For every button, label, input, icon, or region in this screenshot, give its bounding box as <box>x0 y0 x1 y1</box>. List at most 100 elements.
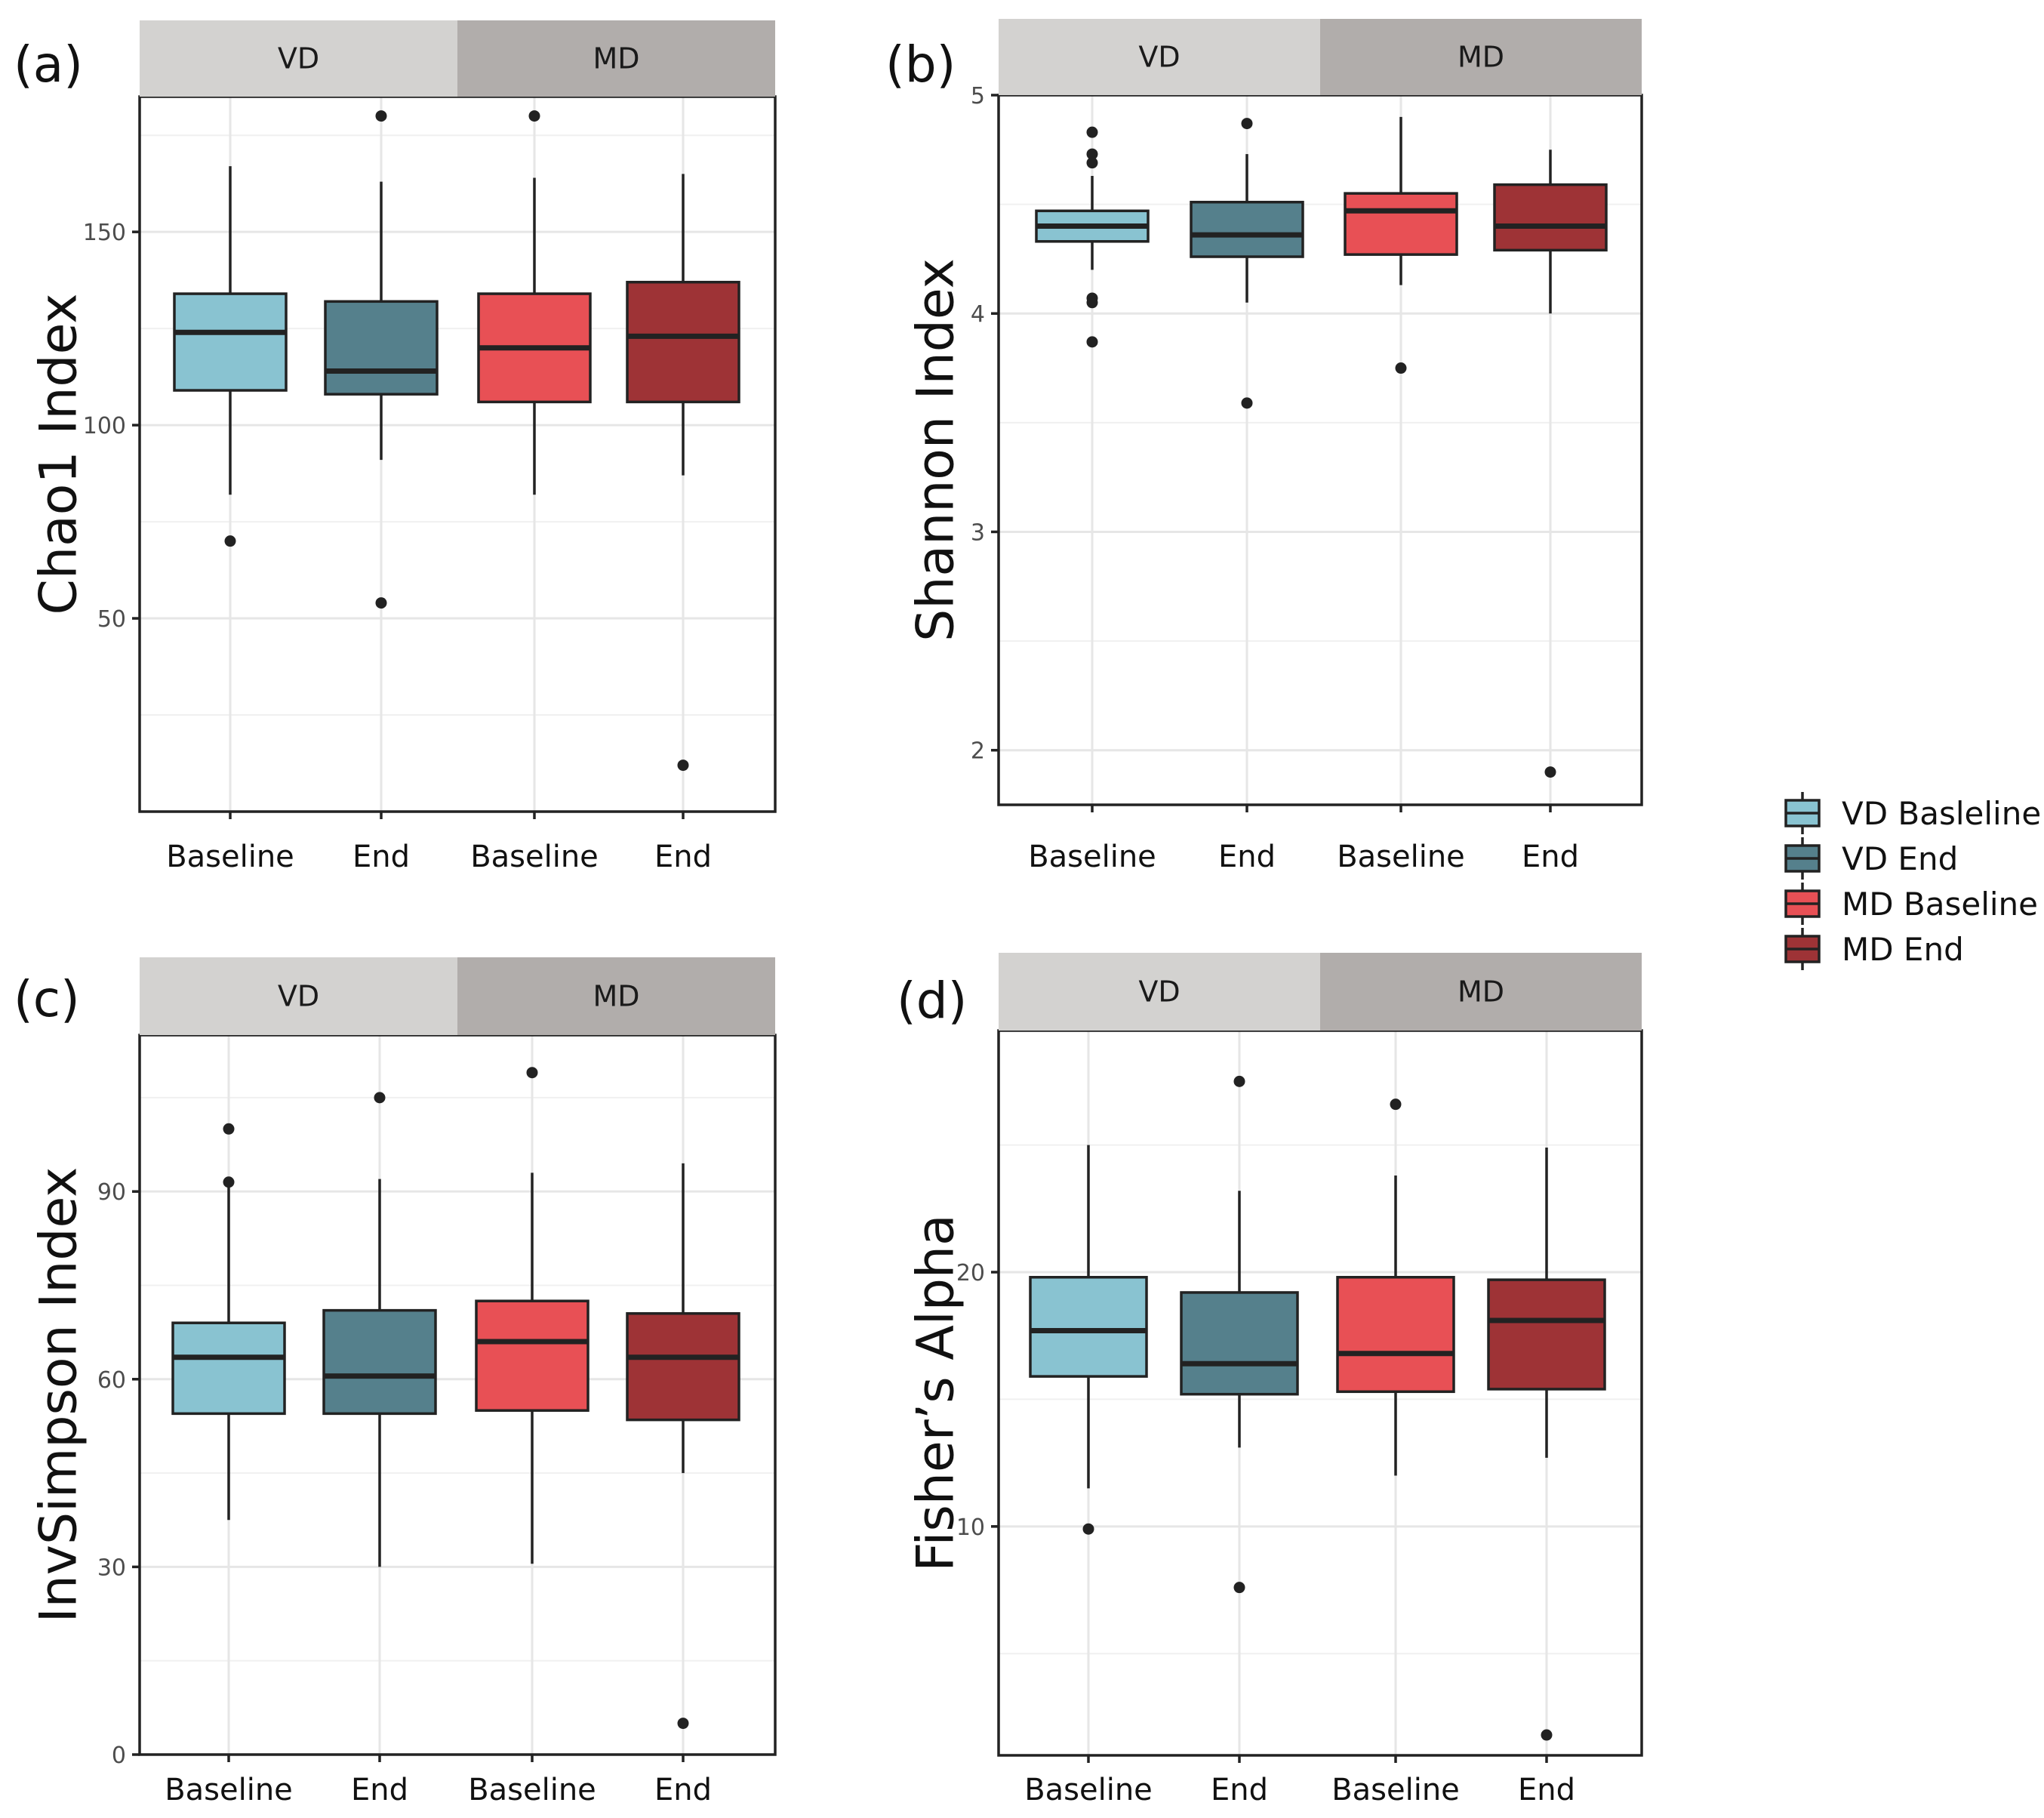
facet-strip <box>140 20 457 97</box>
x-tick-label: Baseline <box>470 840 599 874</box>
legend-label: MD Baseline <box>1842 886 2038 923</box>
facet-strip <box>457 957 775 1035</box>
outlier-point <box>1086 336 1098 348</box>
outlier-point <box>526 1067 538 1079</box>
panel-label: (c) <box>14 970 80 1028</box>
box-vd-end <box>1180 1075 1299 1594</box>
x-tick-label: Baseline <box>1331 1773 1460 1807</box>
y-tick-label: 5 <box>971 83 985 109</box>
y-tick-label: 4 <box>971 301 985 328</box>
plot-frame <box>138 95 777 813</box>
outlier-point <box>1233 1075 1245 1087</box>
y-tick-label: 0 <box>112 1743 126 1769</box>
box-iqr <box>1487 1278 1606 1391</box>
facet-strip <box>457 20 775 97</box>
x-tick-label: End <box>1211 1773 1268 1807</box>
outlier-point <box>224 535 236 547</box>
facet-strip <box>1320 19 1642 95</box>
box-iqr <box>1493 183 1608 252</box>
x-tick-label: Baseline <box>468 1773 596 1807</box>
facet-strip <box>999 953 1320 1031</box>
panel-label: (d) <box>897 972 967 1030</box>
outlier-point <box>1541 1729 1553 1741</box>
box-iqr <box>626 1312 740 1422</box>
facet-strip <box>1320 953 1642 1031</box>
legend-item: VD End <box>1784 837 1958 880</box>
box-iqr <box>1344 192 1458 256</box>
outlier-point <box>1086 297 1098 309</box>
y-axis-title: Shannon Index <box>907 258 966 642</box>
panel-label: (b) <box>885 35 956 94</box>
box-iqr <box>173 292 288 392</box>
box-vd-end <box>322 1092 437 1567</box>
legend: VD Basleline VD End MD Baseline MD End <box>1784 792 2041 970</box>
box-md-baseline <box>477 110 592 495</box>
outlier-point <box>1086 148 1098 160</box>
legend-item: MD End <box>1784 928 1964 970</box>
x-tick-label: Baseline <box>165 1773 293 1807</box>
facet-label: MD <box>593 42 639 75</box>
box-iqr <box>1336 1275 1455 1394</box>
box-md-baseline <box>1344 116 1458 374</box>
facet-label: VD <box>278 980 319 1013</box>
plot-frame <box>997 1029 1643 1757</box>
chart-panel-3: VD MD 0 30 60 90 Baseline End Baseline End InvSimp… <box>14 957 777 1807</box>
y-tick-label: 20 <box>956 1260 985 1286</box>
box-vd-basleline <box>1029 1145 1148 1535</box>
chart-panel-4: VD MD 10 20 Baseline End Baseline End Fisher’s A… <box>897 953 1643 1807</box>
x-tick-label: Baseline <box>1024 1773 1153 1807</box>
x-tick-label: End <box>654 1773 712 1807</box>
x-tick-label: Baseline <box>166 840 294 874</box>
box-md-end <box>1493 149 1608 778</box>
outlier-point <box>374 1092 386 1104</box>
outlier-point <box>1086 157 1098 169</box>
box-iqr <box>322 1308 437 1416</box>
box-md-end <box>626 1163 740 1730</box>
y-tick-label: 90 <box>97 1179 126 1206</box>
outlier-point <box>1233 1582 1245 1594</box>
legend-label: VD End <box>1842 840 1958 877</box>
y-tick-label: 30 <box>97 1555 126 1581</box>
chart-panel-2: VD MD 2 3 4 5 Baseline End Baseline End Shannon In… <box>885 19 1643 874</box>
facet-label: MD <box>593 980 639 1013</box>
outlier-point <box>1395 362 1407 374</box>
y-tick-label: 50 <box>97 606 126 633</box>
x-tick-label: End <box>351 1773 408 1807</box>
outlier-point <box>223 1176 235 1188</box>
outlier-point <box>528 110 540 122</box>
box-iqr <box>1180 1291 1299 1396</box>
x-tick-label: End <box>1218 840 1276 874</box>
y-tick-label: 3 <box>971 519 985 546</box>
x-tick-label: End <box>1522 840 1579 874</box>
facet-label: VD <box>278 42 319 75</box>
box-md-end <box>1487 1147 1606 1741</box>
facet-label: VD <box>1138 41 1180 74</box>
box-iqr <box>626 280 740 404</box>
outlier-point <box>677 760 689 772</box>
box-vd-end <box>324 110 439 609</box>
facet-strip <box>140 957 457 1035</box>
box-md-baseline <box>475 1067 589 1564</box>
box-vd-end <box>1190 118 1304 409</box>
y-tick-label: 2 <box>971 738 985 765</box>
y-tick-label: 150 <box>83 220 126 246</box>
box-vd-basleline <box>1035 126 1150 348</box>
box-iqr <box>324 300 439 396</box>
x-tick-label: End <box>352 840 410 874</box>
box-iqr <box>171 1321 286 1416</box>
outlier-point <box>223 1123 235 1135</box>
outlier-point <box>1086 126 1098 138</box>
y-axis-title: Chao1 Index <box>29 294 89 615</box>
outlier-point <box>1241 397 1253 409</box>
outlier-point <box>1390 1099 1402 1111</box>
legend-label: VD Basleline <box>1842 795 2041 832</box>
outlier-point <box>375 597 387 609</box>
y-tick-label: 60 <box>97 1367 126 1394</box>
legend-item: VD Basleline <box>1784 792 2041 834</box>
chart-panel-1: VD MD 50 100 150 Baseline End Baseline End Chao1 … <box>14 20 777 874</box>
facet-label: MD <box>1458 975 1504 1009</box>
legend-label: MD End <box>1842 931 1964 968</box>
outlier-point <box>1544 766 1556 778</box>
facet-label: MD <box>1458 41 1504 74</box>
